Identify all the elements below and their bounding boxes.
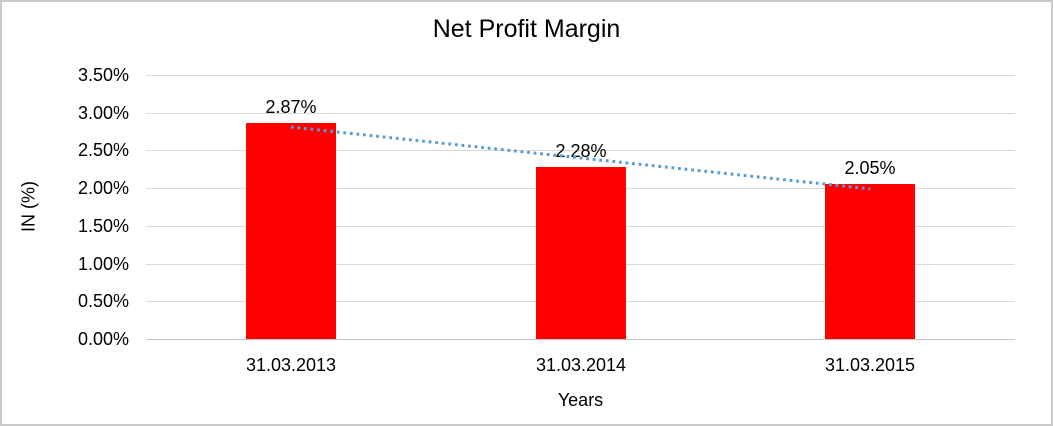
data-label: 2.87% xyxy=(265,97,317,117)
gridline xyxy=(146,75,1015,76)
bar-31.03.2015 xyxy=(825,184,915,339)
data-label: 2.28% xyxy=(555,141,607,161)
y-tick-label: 3.50% xyxy=(77,65,129,85)
category-label: 31.03.2015 xyxy=(824,355,916,375)
y-tick-label: 2.00% xyxy=(77,178,129,198)
chart-title: Net Profit Margin xyxy=(432,15,621,43)
x-axis-title: Years xyxy=(557,390,604,410)
data-label: 2.05% xyxy=(844,158,896,178)
y-axis-title: IN (%) xyxy=(18,181,39,232)
y-tick-label: 1.00% xyxy=(77,254,129,274)
gridline xyxy=(146,113,1015,114)
y-tick-label: 2.50% xyxy=(77,140,129,160)
category-label: 31.03.2013 xyxy=(245,355,337,375)
y-tick-label: 0.50% xyxy=(77,291,129,311)
x-axis-line xyxy=(146,339,1015,340)
category-label: 31.03.2014 xyxy=(535,355,627,375)
y-tick-label: 3.00% xyxy=(77,103,129,123)
y-tick-label: 1.50% xyxy=(77,216,129,236)
y-tick-label: 0.00% xyxy=(77,329,129,349)
bar-31.03.2013 xyxy=(246,123,336,339)
bar-31.03.2014 xyxy=(536,167,626,339)
